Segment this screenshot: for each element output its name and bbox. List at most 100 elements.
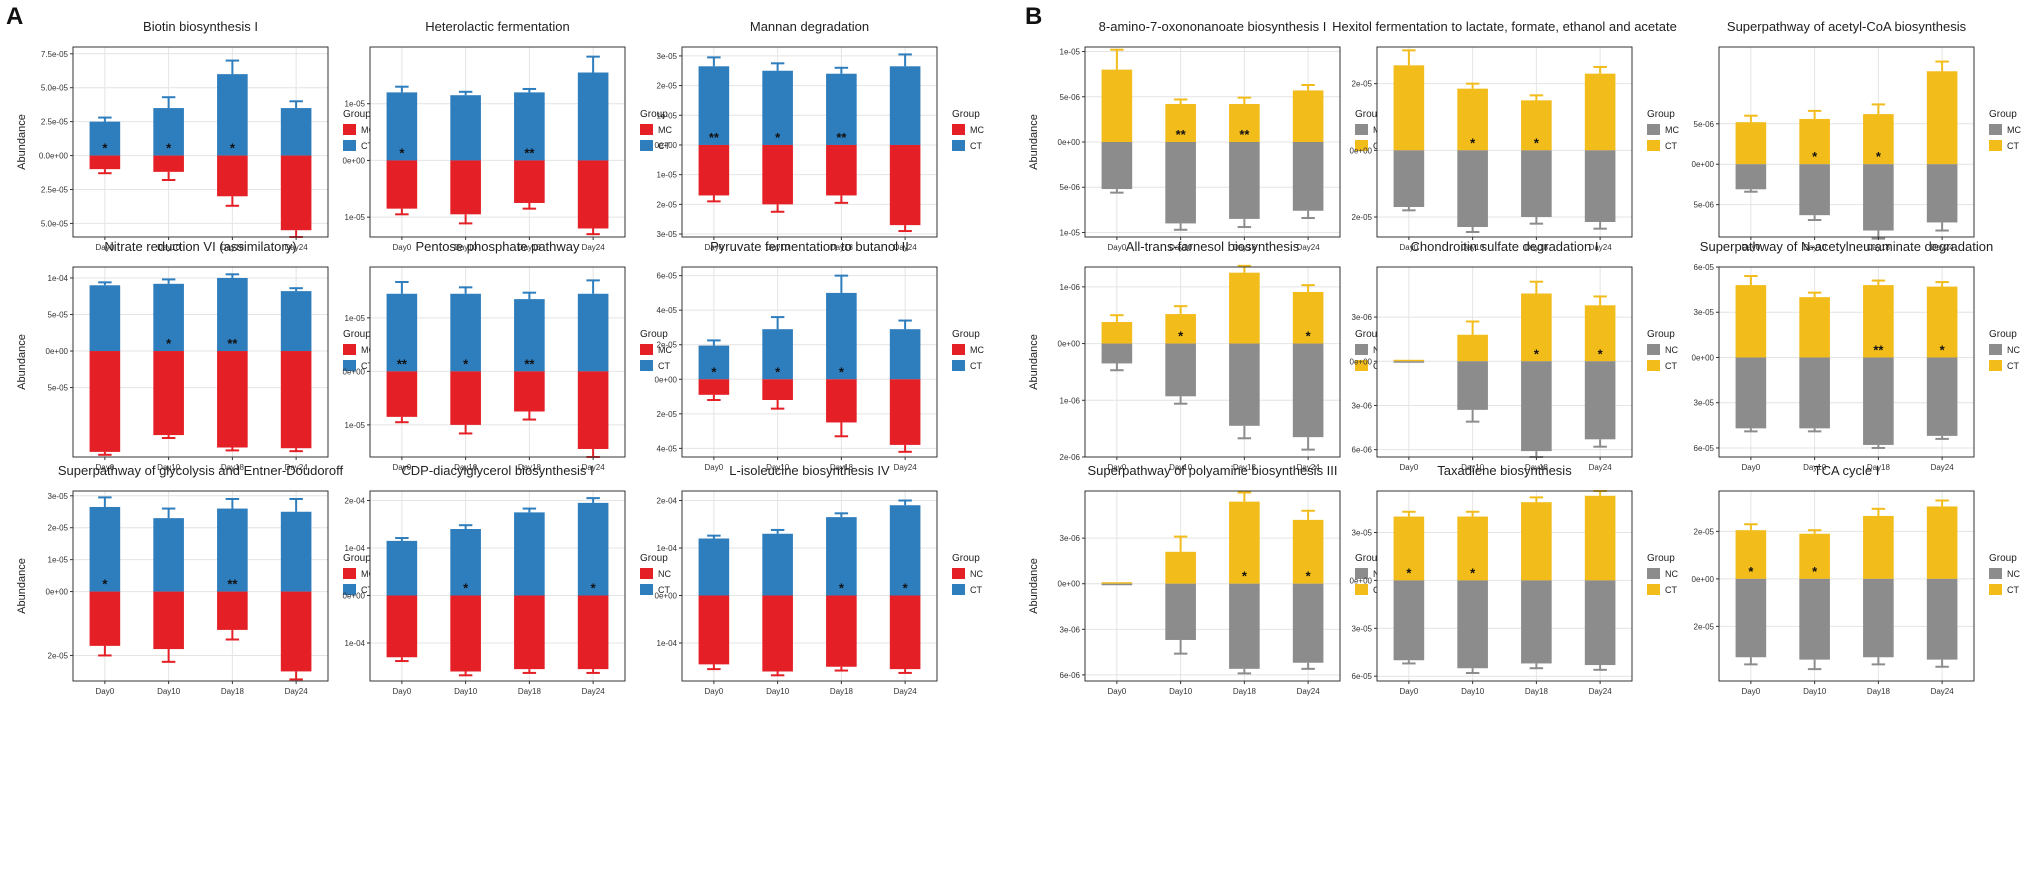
legend-label: MC <box>361 125 375 135</box>
significance-mark: * <box>1534 135 1540 150</box>
y-tick-label: 0e+00 <box>1692 353 1715 362</box>
bar-mc <box>386 371 418 417</box>
chart-6: Pyruvate fermentation to butanol II * * * 4e… <box>655 239 985 472</box>
y-tick-label: 0e+00 <box>1350 357 1373 366</box>
legend-title: Group <box>1989 109 2017 120</box>
y-tick-label: 4e-05 <box>657 444 678 453</box>
bar-nc <box>1229 142 1260 219</box>
x-tick-label: Day18 <box>1233 243 1257 252</box>
bar-nc <box>1292 343 1324 438</box>
bar-ct <box>762 329 793 380</box>
bar-ct <box>1457 516 1488 581</box>
y-tick-label: 0e+00 <box>1058 138 1081 147</box>
legend-label: MC <box>658 345 672 355</box>
x-tick-label: Day10 <box>1461 463 1485 472</box>
y-tick-label: 1e-05 <box>1060 228 1081 237</box>
legend-swatch <box>343 360 356 371</box>
significance-mark: * <box>102 577 108 592</box>
bar-mc <box>153 351 184 436</box>
bar-nc <box>1799 357 1830 429</box>
y-tick-label: 1e-06 <box>1060 283 1081 292</box>
significance-mark: * <box>711 364 717 379</box>
significance-mark: * <box>1178 329 1184 344</box>
bar-nc <box>1457 361 1488 410</box>
x-tick-label: Day24 <box>285 687 309 696</box>
y-axis-label: Abundance <box>16 334 28 390</box>
bar-mc <box>826 595 857 667</box>
legend-label: MC <box>658 125 672 135</box>
chart-title: CDP-diacylglycerol biosynthesis I <box>401 463 593 478</box>
chart-title: All-trans-farnesol biosynthesis <box>1126 239 1300 254</box>
bar-ct <box>217 74 248 156</box>
bar-ct <box>217 277 248 352</box>
legend-label: CT <box>1665 361 1677 371</box>
bar-mc <box>89 351 121 452</box>
bar-ct <box>826 292 857 380</box>
y-tick-label: 3e-05 <box>657 230 678 239</box>
bar-ct <box>280 511 312 592</box>
chart-15: Superpathway of N-acetylneuraminate degr… <box>1692 239 2021 472</box>
significance-mark: ** <box>1239 127 1250 142</box>
bar-ct <box>1926 71 1958 165</box>
y-tick-label: 5.0e-05 <box>41 84 69 93</box>
significance-mark: * <box>1812 564 1818 579</box>
chart-title: Pyruvate fermentation to butanol II <box>710 239 909 254</box>
bar-ct <box>1521 502 1552 581</box>
x-tick-label: Day10 <box>1803 687 1827 696</box>
bar-ct <box>1584 73 1616 151</box>
bar-mc <box>386 160 418 209</box>
bar-ct <box>1584 305 1616 362</box>
bar-ct <box>1292 519 1324 584</box>
bar-nc <box>1584 361 1616 440</box>
bar-nc <box>1229 343 1260 426</box>
bar-nc <box>1863 578 1894 658</box>
x-tick-label: Day24 <box>1297 463 1321 472</box>
bar-mc <box>450 371 481 425</box>
bar-ct <box>1229 501 1260 584</box>
bar-nc <box>1584 580 1616 666</box>
bar-ct <box>450 529 481 596</box>
bar-ct <box>1165 104 1196 142</box>
x-tick-label: Day0 <box>1108 243 1127 252</box>
legend-swatch <box>1989 124 2002 135</box>
bar-nc <box>1165 142 1196 224</box>
x-tick-label: Day18 <box>1233 687 1257 696</box>
x-tick-label: Day18 <box>1525 463 1549 472</box>
bar-mc <box>698 379 730 395</box>
plot-frame <box>72 490 329 682</box>
legend-label: CT <box>658 585 670 595</box>
y-tick-label: 0e+00 <box>1692 575 1715 584</box>
legend-label: CT <box>2007 585 2019 595</box>
bar-ct <box>1292 90 1324 142</box>
y-axis-label: Abundance <box>1028 558 1040 614</box>
legend-swatch <box>1355 360 1368 371</box>
significance-mark: * <box>903 581 909 596</box>
x-tick-label: Day0 <box>1742 463 1761 472</box>
x-tick-label: Day18 <box>221 463 245 472</box>
y-tick-label: 2e-05 <box>1694 622 1715 631</box>
bar-nc <box>1521 580 1552 664</box>
y-tick-label: 7.5e-05 <box>41 50 69 59</box>
y-tick-label: 2e-05 <box>1352 213 1373 222</box>
bar-mc <box>889 595 921 670</box>
y-tick-label: 6e-05 <box>1694 263 1715 272</box>
significance-mark: * <box>1812 149 1818 164</box>
bar-ct <box>1799 118 1830 165</box>
legend-title: Group <box>1355 109 1383 120</box>
bar-ct <box>1863 285 1894 358</box>
bar-mc <box>89 591 121 646</box>
x-tick-label: Day24 <box>582 243 606 252</box>
bar-mc <box>698 595 730 665</box>
legend-label: MC <box>361 569 375 579</box>
bar-ct <box>1457 88 1488 151</box>
panel-label-b: B <box>1025 3 1042 30</box>
plot-frame <box>1084 266 1341 458</box>
bar-mc <box>826 144 857 196</box>
legend-label: MC <box>2007 125 2021 135</box>
x-tick-label: Day0 <box>1108 687 1127 696</box>
y-tick-label: 6e-05 <box>1694 444 1715 453</box>
bar-ct <box>1863 114 1894 165</box>
legend-title: Group <box>1647 553 1675 564</box>
y-tick-label: 1e-04 <box>345 639 366 648</box>
x-tick-label: Day0 <box>1742 243 1761 252</box>
